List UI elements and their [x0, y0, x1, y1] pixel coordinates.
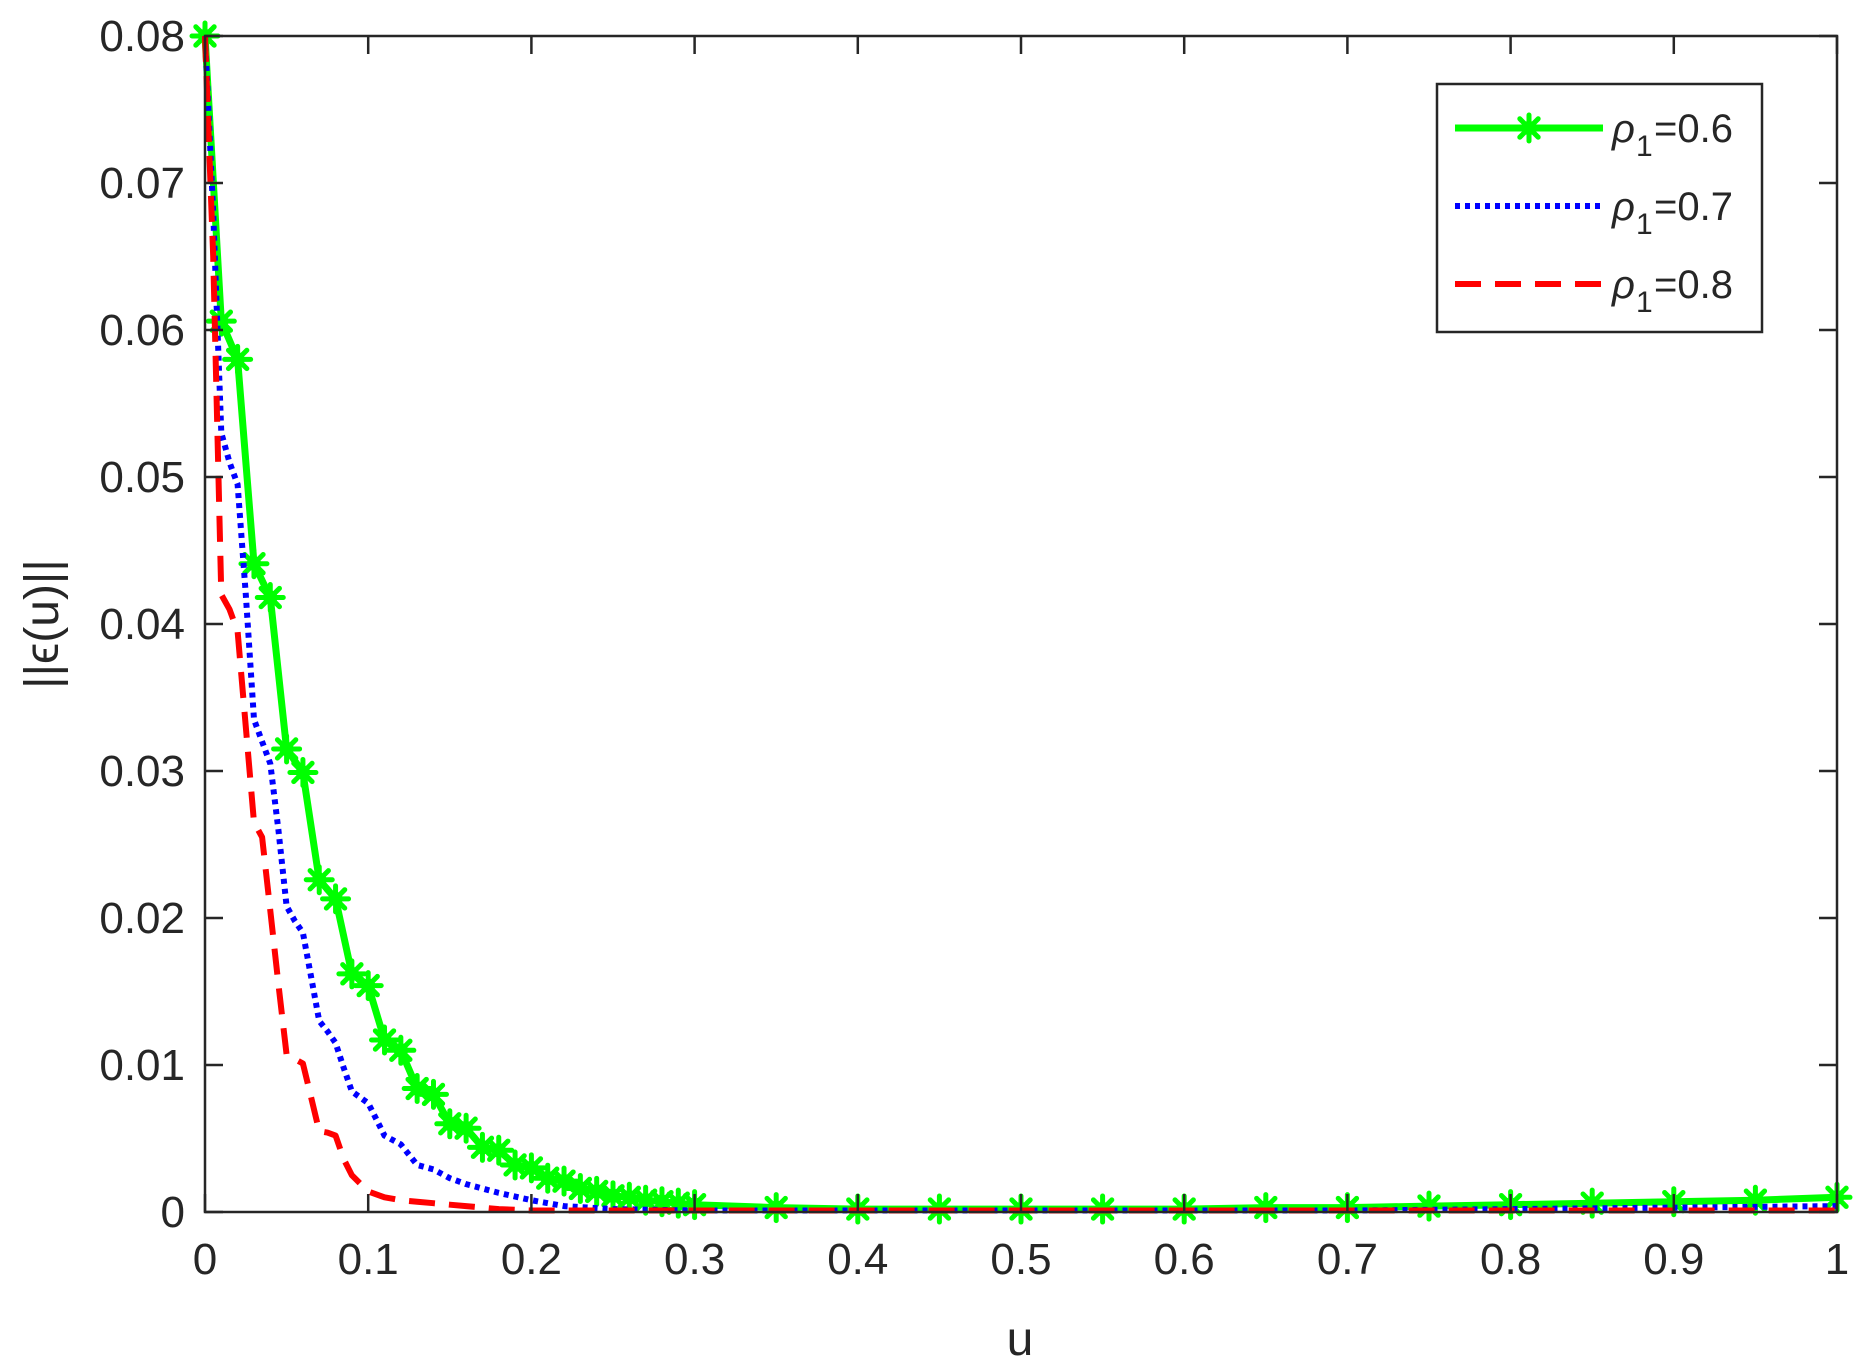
series-2 — [202, 35, 1837, 1214]
legend-value: =0.8 — [1654, 263, 1733, 307]
y-tick-label: 0 — [161, 1188, 185, 1237]
x-tick-label: 0.6 — [1154, 1235, 1215, 1284]
y-axis-label: ||ϵ(u)|| — [16, 559, 69, 689]
x-tick-label: 0.2 — [501, 1235, 562, 1284]
asterisk-core — [426, 1087, 441, 1102]
legend-subscript: 1 — [1636, 208, 1653, 241]
y-tick-label: 0.05 — [99, 453, 185, 502]
x-tick-label: 0.8 — [1480, 1235, 1541, 1284]
asterisk-marker — [352, 970, 384, 1002]
series-1 — [202, 35, 1838, 1214]
asterisk-marker — [450, 1112, 482, 1144]
legend-symbol: ρ — [1611, 263, 1635, 307]
y-tick-label: 0.06 — [99, 306, 185, 355]
legend-symbol: ρ — [1611, 185, 1635, 229]
x-tick-label: 0.5 — [990, 1235, 1051, 1284]
asterisk-marker — [417, 1078, 449, 1110]
asterisk-core — [1521, 120, 1537, 136]
x-tick-label: 0.3 — [664, 1235, 725, 1284]
asterisk-core — [393, 1043, 408, 1058]
asterisk-core — [263, 590, 278, 605]
x-tick-label: 0.7 — [1317, 1235, 1378, 1284]
asterisk-marker — [385, 1034, 417, 1066]
x-tick-label: 1 — [1825, 1235, 1849, 1284]
x-axis-label: u — [1007, 1313, 1034, 1364]
legend-value: =0.6 — [1654, 107, 1733, 151]
asterisk-core — [328, 891, 343, 907]
asterisk-core — [344, 966, 360, 982]
ticks-layer — [203, 34, 1839, 1214]
asterisk-marker — [336, 958, 368, 990]
y-tick-label: 0.04 — [99, 600, 185, 649]
legend-items: ρ 1 =0.6ρ 1 =0.7ρ 1 =0.8 — [1455, 107, 1733, 319]
asterisk-core — [246, 556, 262, 571]
asterisk-core — [279, 741, 294, 757]
asterisk-marker — [222, 343, 254, 375]
legend-symbol: ρ — [1611, 107, 1635, 151]
asterisk-core — [556, 1173, 572, 1189]
y-tick-label: 0.02 — [99, 894, 185, 943]
asterisk-marker — [254, 582, 286, 614]
x-tick-label: 0 — [193, 1235, 217, 1284]
asterisk-marker — [320, 883, 352, 915]
legend: ρ 1 =0.6ρ 1 =0.7ρ 1 =0.8 — [1435, 82, 1764, 334]
asterisk-core — [524, 1160, 539, 1176]
y-tick-label: 0.01 — [99, 1041, 185, 1090]
x-tick-label: 0.9 — [1643, 1235, 1704, 1284]
series-line — [202, 35, 1837, 1214]
asterisk-core — [312, 872, 327, 887]
legend-value: =0.7 — [1654, 185, 1733, 229]
legend-subscript: 1 — [1636, 130, 1653, 163]
asterisk-marker — [1513, 112, 1545, 144]
asterisk-marker — [287, 756, 319, 788]
asterisk-core — [361, 978, 376, 993]
series-layer — [189, 20, 1853, 1225]
asterisk-core — [295, 765, 311, 780]
y-tick-label: 0.08 — [99, 12, 185, 61]
y-tick-label: 0.03 — [99, 747, 185, 796]
asterisk-marker — [499, 1149, 531, 1181]
asterisk-marker — [271, 733, 303, 765]
legend-item: ρ 1 =0.8 — [1455, 263, 1733, 319]
series-line — [202, 35, 1838, 1214]
x-tick-label: 0.4 — [827, 1235, 888, 1284]
x-tick-label: 0.1 — [338, 1235, 399, 1284]
asterisk-core — [230, 352, 245, 367]
asterisk-core — [491, 1143, 506, 1158]
legend-item: ρ 1 =0.7 — [1455, 185, 1733, 241]
legend-item: ρ 1 =0.6 — [1455, 107, 1733, 163]
legend-subscript: 1 — [1636, 286, 1653, 319]
asterisk-core — [458, 1121, 474, 1136]
y-tick-label: 0.07 — [99, 159, 185, 208]
asterisk-core — [377, 1032, 392, 1048]
tick-labels-layer: 0 0.1 0.2 0.3 0.4 0.5 0.6 0.7 0.8 0.9 1 0 0.01 0.02 0.… — [99, 12, 1849, 1284]
asterisk-core — [1748, 1193, 1763, 1208]
asterisk-marker — [1413, 1190, 1445, 1222]
asterisk-marker — [303, 864, 335, 896]
